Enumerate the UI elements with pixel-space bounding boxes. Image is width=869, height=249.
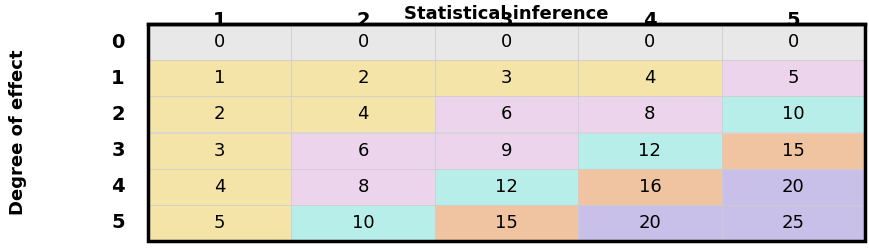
Text: 12: 12 bbox=[638, 142, 660, 160]
Bar bbox=[434, 205, 578, 241]
Bar bbox=[720, 132, 864, 169]
Bar bbox=[720, 24, 864, 60]
Bar bbox=[578, 96, 720, 132]
Text: 0: 0 bbox=[357, 33, 368, 51]
Text: 2: 2 bbox=[111, 105, 124, 124]
Text: 3: 3 bbox=[214, 142, 225, 160]
Bar bbox=[148, 132, 291, 169]
Bar bbox=[578, 132, 720, 169]
Bar bbox=[578, 205, 720, 241]
Bar bbox=[291, 24, 434, 60]
Text: 5: 5 bbox=[786, 11, 799, 30]
Text: 10: 10 bbox=[351, 214, 374, 232]
Text: 0: 0 bbox=[111, 33, 124, 52]
Text: 4: 4 bbox=[643, 69, 655, 87]
Bar bbox=[148, 24, 291, 60]
Text: 6: 6 bbox=[357, 142, 368, 160]
Bar bbox=[720, 96, 864, 132]
Bar bbox=[720, 60, 864, 96]
Text: 0: 0 bbox=[501, 33, 512, 51]
Bar bbox=[148, 169, 291, 205]
Text: 15: 15 bbox=[494, 214, 517, 232]
Text: Degree of effect: Degree of effect bbox=[9, 50, 27, 215]
Bar bbox=[434, 60, 578, 96]
Bar bbox=[720, 205, 864, 241]
Text: 0: 0 bbox=[786, 33, 798, 51]
Text: 5: 5 bbox=[214, 214, 225, 232]
Bar bbox=[148, 205, 291, 241]
Text: 3: 3 bbox=[501, 69, 512, 87]
Text: 1: 1 bbox=[214, 69, 225, 87]
Text: 15: 15 bbox=[781, 142, 804, 160]
Text: 5: 5 bbox=[786, 69, 798, 87]
Text: 25: 25 bbox=[781, 214, 804, 232]
Text: 20: 20 bbox=[638, 214, 660, 232]
Text: 4: 4 bbox=[642, 11, 656, 30]
Text: 9: 9 bbox=[501, 142, 512, 160]
Text: 1: 1 bbox=[213, 11, 226, 30]
Bar bbox=[291, 169, 434, 205]
Bar bbox=[148, 24, 864, 241]
Text: 8: 8 bbox=[643, 105, 655, 124]
Text: 5: 5 bbox=[111, 213, 124, 232]
Text: 4: 4 bbox=[357, 105, 368, 124]
Text: 3: 3 bbox=[499, 11, 513, 30]
Text: 0: 0 bbox=[214, 33, 225, 51]
Bar bbox=[148, 60, 291, 96]
Bar bbox=[434, 24, 578, 60]
Text: 1: 1 bbox=[111, 69, 124, 88]
Text: 2: 2 bbox=[357, 69, 368, 87]
Text: 4: 4 bbox=[214, 178, 225, 196]
Bar bbox=[148, 96, 291, 132]
Text: 4: 4 bbox=[111, 177, 124, 196]
Text: 12: 12 bbox=[494, 178, 517, 196]
Text: 16: 16 bbox=[638, 178, 660, 196]
Text: 8: 8 bbox=[357, 178, 368, 196]
Bar bbox=[578, 24, 720, 60]
Text: 6: 6 bbox=[501, 105, 512, 124]
Bar bbox=[434, 132, 578, 169]
Bar bbox=[434, 169, 578, 205]
Bar bbox=[291, 205, 434, 241]
Text: 2: 2 bbox=[356, 11, 369, 30]
Bar bbox=[291, 96, 434, 132]
Text: 0: 0 bbox=[644, 33, 654, 51]
Bar bbox=[578, 169, 720, 205]
Bar bbox=[434, 96, 578, 132]
Text: 10: 10 bbox=[781, 105, 804, 124]
Bar bbox=[291, 132, 434, 169]
Text: 20: 20 bbox=[781, 178, 804, 196]
Text: Statistical inference: Statistical inference bbox=[404, 5, 608, 23]
Bar bbox=[291, 60, 434, 96]
Text: 2: 2 bbox=[214, 105, 225, 124]
Text: 3: 3 bbox=[111, 141, 124, 160]
Bar bbox=[578, 60, 720, 96]
Bar bbox=[720, 169, 864, 205]
